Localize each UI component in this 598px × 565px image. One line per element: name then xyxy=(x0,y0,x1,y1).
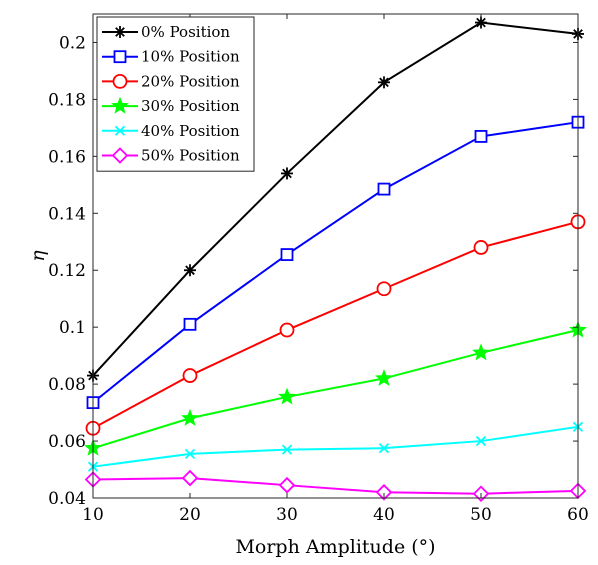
y-tick-label: 0.14 xyxy=(48,204,86,224)
asterisk-stroke xyxy=(476,17,486,28)
data-point-star xyxy=(111,96,129,114)
y-tick-label: 0.16 xyxy=(48,147,86,167)
legend-item: 50% Position xyxy=(102,147,240,165)
x-stroke xyxy=(475,435,487,447)
y-tick-label: 0.12 xyxy=(48,261,86,281)
x-tick-label: 30 xyxy=(276,505,298,525)
legend-label: 40% Position xyxy=(141,122,240,140)
data-point-star xyxy=(181,408,199,426)
y-tick-label: 0.2 xyxy=(59,33,86,53)
asterisk-stroke xyxy=(115,27,125,37)
y-tick-label: 0.18 xyxy=(48,90,86,110)
data-point-square xyxy=(113,50,127,64)
x-tick-label: 20 xyxy=(179,505,201,525)
x-tick-label: 60 xyxy=(567,505,589,525)
legend-label: 0% Position xyxy=(141,23,230,41)
y-tick-label: 0.06 xyxy=(48,432,86,452)
legend-box xyxy=(96,16,255,172)
x-stroke xyxy=(114,125,126,136)
data-point-asterisk xyxy=(114,26,126,38)
data-point-star xyxy=(375,369,393,387)
y-axis-label: η xyxy=(27,250,49,262)
series-2 xyxy=(85,214,586,436)
asterisk-stroke xyxy=(185,265,195,276)
y-tick-label: 0.1 xyxy=(59,318,86,338)
data-point-circle xyxy=(279,322,295,338)
data-point-square xyxy=(280,248,294,261)
plot-area xyxy=(84,16,587,503)
asterisk-stroke xyxy=(379,77,389,88)
legend-label: 20% Position xyxy=(141,72,240,90)
series-line xyxy=(92,477,579,495)
series-line xyxy=(92,21,579,377)
data-point-circle xyxy=(376,281,392,297)
axes-box xyxy=(92,13,579,499)
data-point-circle xyxy=(112,74,128,89)
series-line xyxy=(92,329,579,450)
data-point-diamond xyxy=(111,147,129,164)
x-stroke xyxy=(378,443,390,454)
x-stroke xyxy=(281,444,293,455)
data-point-star xyxy=(472,343,490,361)
y-tick-label: 0.08 xyxy=(48,375,86,395)
data-point-circle xyxy=(182,368,198,383)
x-axis-label: Morph Amplitude (°) xyxy=(235,536,435,558)
series-line xyxy=(92,425,579,468)
legend-label: 10% Position xyxy=(141,48,240,66)
data-point-square xyxy=(183,317,197,331)
data-point-square xyxy=(377,182,391,196)
data-point-x xyxy=(114,125,126,136)
data-point-x xyxy=(378,443,390,454)
x-tick-label: 10 xyxy=(82,505,104,525)
data-point-diamond xyxy=(278,476,296,494)
x-tick-label: 50 xyxy=(470,505,492,525)
data-point-circle xyxy=(473,240,489,255)
x-stroke xyxy=(184,448,196,460)
data-point-star xyxy=(278,387,296,405)
data-point-asterisk xyxy=(184,264,196,277)
legend-item: 40% Position xyxy=(102,122,240,140)
legend-label: 50% Position xyxy=(141,147,240,165)
series-4 xyxy=(87,421,584,472)
legend: 0% Position 10% Position 20% Position 30% P… xyxy=(96,16,255,172)
data-point-asterisk xyxy=(281,167,293,180)
y-tick-label: 0.04 xyxy=(48,489,86,509)
legend-item: 0% Position xyxy=(102,23,230,41)
axes: 10 20 30 40 50 60 0.04 0.06 0.08 0.1 0.12 0.14 0.16 0… xyxy=(48,13,589,525)
data-point-diamond xyxy=(181,469,199,487)
legend-label: 30% Position xyxy=(141,97,240,115)
data-point-asterisk xyxy=(378,76,390,89)
series-line xyxy=(92,220,579,430)
x-tick-label: 40 xyxy=(373,505,395,525)
series-line xyxy=(92,121,579,404)
data-point-square xyxy=(474,130,488,143)
legend-item: 30% Position xyxy=(102,96,240,115)
asterisk-stroke xyxy=(282,168,292,179)
legend-item: 20% Position xyxy=(102,72,240,90)
data-point-x xyxy=(281,444,293,455)
data-point-x xyxy=(475,435,487,447)
legend-item: 10% Position xyxy=(102,48,240,66)
data-point-x xyxy=(184,448,196,460)
data-point-diamond xyxy=(375,484,393,501)
